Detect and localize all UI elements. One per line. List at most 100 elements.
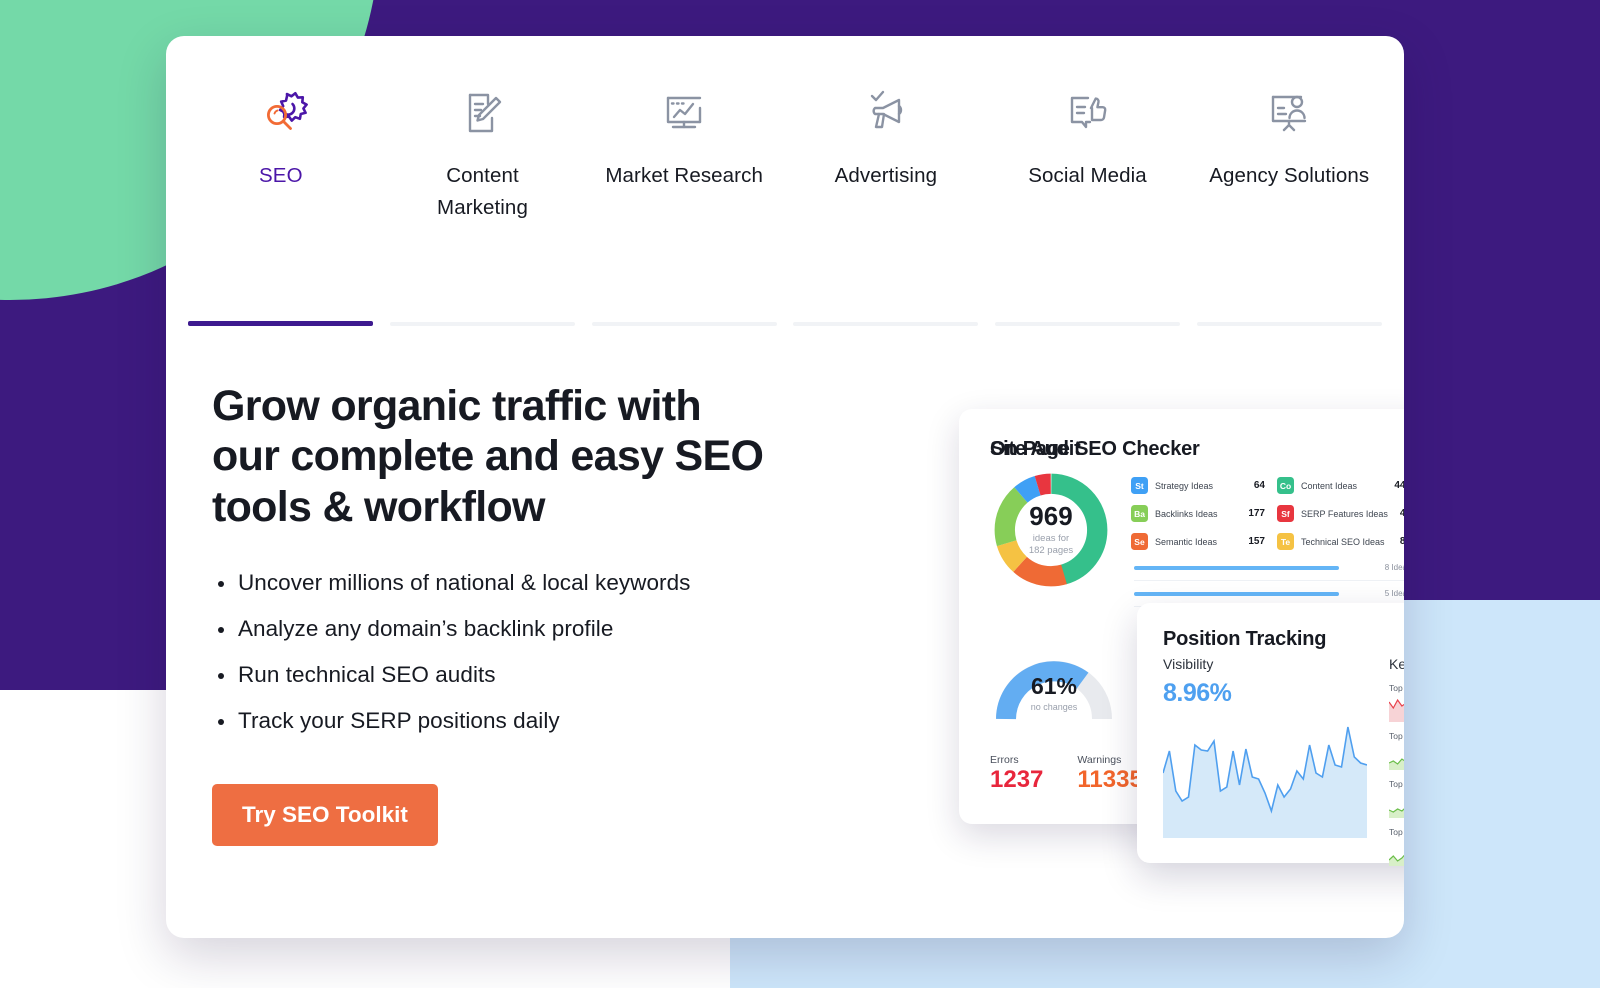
idea-value: 64 bbox=[1253, 480, 1265, 491]
list-item: Co Content Ideas 442 bbox=[1277, 477, 1404, 494]
idea-value: 442 bbox=[1394, 480, 1404, 491]
tab-label-social-media: Social Media bbox=[1028, 164, 1147, 187]
main-content-card: SEO Content Marketing bbox=[166, 36, 1404, 938]
megaphone-check-icon bbox=[859, 82, 913, 144]
site-audit-title: Site Audit bbox=[990, 438, 1081, 460]
tab-seo[interactable]: SEO bbox=[180, 82, 382, 326]
idea-label: Content Ideas bbox=[1301, 480, 1358, 491]
list-item: Analyze any domain’s backlink profile bbox=[212, 616, 772, 642]
donut-center-label: 969 ideas for 182 pages bbox=[990, 469, 1112, 591]
idea-label: Technical SEO Ideas bbox=[1301, 536, 1385, 547]
ideas-sub-line1: ideas for bbox=[1032, 532, 1070, 544]
keywords-list: Top 3 Top 10 Top 20 bbox=[1389, 683, 1404, 875]
list-item: 8 Ideas bbox=[1134, 555, 1404, 581]
product-tabs[interactable]: SEO Content Marketing bbox=[180, 82, 1390, 326]
tab-underline-wrap-content-marketing bbox=[382, 308, 584, 326]
warnings-caption: Warnings bbox=[1077, 754, 1122, 766]
presentation-person-icon bbox=[1262, 82, 1316, 144]
idea-label: SERP Features Ideas bbox=[1301, 508, 1388, 519]
position-tracking-title: Position Tracking bbox=[1163, 628, 1327, 650]
site-health-subtitle: no changes bbox=[1030, 702, 1078, 712]
tab-market-research[interactable]: Market Research bbox=[583, 82, 785, 326]
tab-underline-wrap-social-media bbox=[987, 308, 1189, 326]
keyword-sparkline-top10 bbox=[1389, 758, 1404, 770]
tab-underline-wrap-agency-solutions bbox=[1188, 308, 1390, 326]
progress-bar bbox=[1134, 591, 1339, 596]
ideas-progress-list: 8 Ideas 5 Ideas bbox=[1134, 555, 1404, 607]
feature-list: Uncover millions of national & local key… bbox=[212, 570, 772, 734]
keyword-sparkline-top3 bbox=[1389, 698, 1404, 722]
keyword-range-label: Top 10 bbox=[1389, 731, 1404, 741]
tab-underline-content-marketing bbox=[390, 322, 575, 326]
visibility-label: Visibility bbox=[1163, 656, 1214, 672]
ideas-legend: St Strategy Ideas 64 Co Content Ideas 44… bbox=[1131, 477, 1404, 550]
keyword-sparkline-top20 bbox=[1389, 808, 1404, 818]
list-item: St Strategy Ideas 64 bbox=[1131, 477, 1265, 494]
list-item: Uncover millions of national & local key… bbox=[212, 570, 772, 596]
tab-label-market-research: Market Research bbox=[605, 164, 763, 187]
gauge-center-label: 61% no changes bbox=[990, 673, 1118, 713]
idea-label: Semantic Ideas bbox=[1155, 536, 1218, 547]
errors-caption: Errors bbox=[990, 754, 1019, 766]
tab-underline-wrap-advertising bbox=[785, 308, 987, 326]
ideas-sub-line2: 182 pages bbox=[1028, 545, 1074, 556]
list-item: Top 3 bbox=[1389, 683, 1404, 722]
idea-value: 44 bbox=[1399, 508, 1404, 519]
ideas-total: 969 bbox=[1029, 500, 1073, 531]
status-badge-errors: Errors 1237 bbox=[990, 754, 1043, 792]
keyword-range-label: Top 3 bbox=[1389, 683, 1404, 693]
list-item: Run technical SEO audits bbox=[212, 662, 772, 688]
tab-underline-wrap-seo bbox=[180, 307, 382, 326]
try-seo-toolkit-button[interactable]: Try SEO Toolkit bbox=[212, 783, 438, 846]
progress-label: 5 Ideas bbox=[1384, 589, 1404, 598]
tab-agency-solutions[interactable]: Agency Solutions bbox=[1188, 82, 1390, 326]
tab-social-media[interactable]: Social Media bbox=[987, 82, 1189, 326]
keyword-range-label: Top 100 bbox=[1389, 827, 1404, 837]
idea-value: 177 bbox=[1248, 508, 1265, 519]
list-item: Top 100 bbox=[1389, 827, 1404, 866]
ideas-donut-chart: 969 ideas for 182 pages bbox=[990, 469, 1112, 591]
tab-underline-social-media bbox=[995, 322, 1181, 326]
warnings-value: 11335 bbox=[1077, 766, 1143, 793]
tab-label-content-marketing: Content Marketing bbox=[437, 164, 528, 219]
idea-badge: Sf bbox=[1277, 505, 1294, 522]
keyword-range-label: Top 20 bbox=[1389, 779, 1404, 789]
idea-badge: St bbox=[1131, 477, 1148, 494]
keywords-label: Keywords bbox=[1389, 656, 1404, 672]
seo-checker-title: On Page SEO Checker bbox=[990, 438, 1200, 460]
errors-value: 1237 bbox=[990, 766, 1044, 793]
site-health-value: 61% bbox=[1030, 673, 1078, 699]
progress-bar bbox=[1134, 565, 1339, 570]
tab-underline-agency-solutions bbox=[1196, 322, 1382, 326]
tab-label-seo: SEO bbox=[259, 164, 303, 187]
tab-content-marketing[interactable]: Content Marketing bbox=[382, 82, 584, 326]
idea-label: Backlinks Ideas bbox=[1155, 508, 1218, 519]
progress-label: 8 Ideas bbox=[1384, 563, 1404, 572]
list-item: Sf SERP Features Ideas 44 bbox=[1277, 505, 1404, 522]
position-tracking-card: Position Tracking Visibility 8.96% Keywo… bbox=[1137, 603, 1404, 866]
page-title: Grow organic traffic with our complete a… bbox=[212, 382, 764, 531]
hero-section: Grow organic traffic with our complete a… bbox=[212, 381, 772, 846]
monitor-chart-icon bbox=[657, 82, 711, 144]
tab-underline-wrap-market-research bbox=[583, 308, 785, 326]
site-health-gauge: 61% no changes bbox=[990, 649, 1118, 723]
visibility-value: 8.96% bbox=[1163, 679, 1232, 707]
tab-label-advertising: Advertising bbox=[834, 164, 938, 187]
idea-label: Strategy Ideas bbox=[1155, 480, 1214, 491]
list-item: Te Technical SEO Ideas 84 bbox=[1277, 533, 1404, 550]
idea-badge: Co bbox=[1277, 477, 1294, 494]
document-pencil-icon bbox=[456, 82, 510, 144]
list-item: Se Semantic Ideas 157 bbox=[1131, 533, 1265, 550]
tab-underline-advertising bbox=[793, 322, 979, 326]
site-audit-stats: Errors 1237 Warnings 11335 bbox=[990, 754, 1143, 792]
visibility-area-chart bbox=[1163, 726, 1367, 838]
list-item: Top 20 bbox=[1389, 779, 1404, 818]
list-item: Top 10 bbox=[1389, 731, 1404, 770]
idea-value: 84 bbox=[1399, 536, 1404, 547]
idea-badge: Se bbox=[1131, 533, 1148, 550]
tab-advertising[interactable]: Advertising bbox=[785, 82, 987, 326]
idea-value: 157 bbox=[1248, 536, 1265, 547]
keyword-sparkline-top100 bbox=[1389, 854, 1404, 866]
status-badge-warnings: Warnings 11335 bbox=[1077, 754, 1142, 792]
idea-badge: Ba bbox=[1131, 505, 1148, 522]
